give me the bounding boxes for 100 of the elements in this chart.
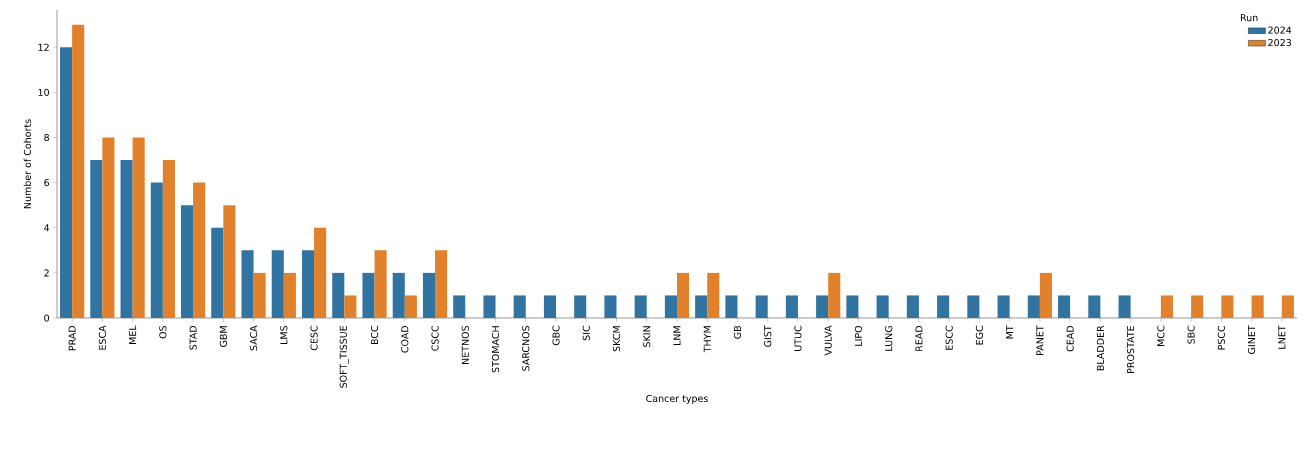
bar	[344, 295, 357, 318]
x-tick-label: SACA	[249, 325, 258, 351]
bar	[162, 160, 175, 318]
bar	[90, 160, 103, 318]
bar	[253, 272, 266, 318]
bar	[816, 295, 829, 318]
bar	[846, 295, 859, 318]
x-tick-label: LUNG	[885, 326, 893, 351]
y-tick-label: 0	[44, 314, 49, 322]
x-tick-label: VULVA	[824, 325, 832, 356]
x-tick-label: GIST	[764, 325, 772, 347]
x-tick-label: SARCNOS	[522, 325, 530, 371]
y-tick-label: 4	[44, 224, 50, 232]
bar	[1281, 295, 1294, 318]
x-tick-label: SIC	[582, 325, 590, 341]
bar	[1027, 295, 1040, 318]
x-tick-label: EGC	[975, 325, 983, 345]
x-tick-label: STOMACH	[491, 326, 500, 373]
bar	[453, 295, 466, 318]
bar	[362, 272, 375, 318]
bar	[132, 137, 145, 318]
x-tick-label: CESC	[310, 325, 318, 351]
bar	[332, 272, 345, 318]
x-tick-label: PANET	[1036, 325, 1044, 355]
bar	[404, 295, 417, 318]
x-tick-label: PSCC	[1217, 325, 1225, 350]
x-tick-label: SOFT_TISSUE	[339, 325, 349, 388]
x-tick-label: MEL	[129, 325, 137, 344]
bar	[676, 272, 690, 318]
bar	[271, 250, 284, 318]
bar	[543, 295, 557, 318]
bar	[301, 250, 315, 318]
bar	[1160, 295, 1173, 318]
bar	[314, 227, 327, 318]
bar	[1191, 295, 1204, 318]
legend-title: Run	[1240, 14, 1258, 22]
y-tick-label: 10	[38, 88, 49, 96]
x-tick-label: ESCA	[98, 325, 106, 350]
bar	[392, 272, 405, 318]
bar	[937, 295, 950, 318]
bar	[574, 295, 587, 318]
bar	[120, 160, 133, 318]
x-tick-label: SBC	[1187, 325, 1195, 344]
bar	[223, 205, 236, 318]
x-tick-label: PRAD	[68, 325, 76, 351]
x-tick-label: NETNOS	[461, 325, 469, 364]
x-tick-label: CEAD	[1066, 325, 1074, 352]
bar	[181, 205, 194, 318]
bar	[483, 295, 496, 318]
x-tick-label: SKIN	[643, 326, 651, 347]
bar	[193, 182, 206, 318]
bar	[72, 24, 85, 318]
bar	[997, 295, 1010, 318]
bar	[241, 250, 254, 318]
y-tick-label: 6	[44, 179, 50, 187]
bar	[102, 137, 115, 318]
x-tick-label: LMS	[280, 325, 288, 344]
x-tick-label: LNET	[1278, 325, 1286, 349]
bar	[1039, 272, 1052, 318]
x-tick-label: LNM	[673, 326, 681, 346]
bar	[283, 272, 296, 318]
x-tick-label: GINET	[1248, 325, 1256, 354]
bar	[876, 295, 889, 318]
x-tick-label: MCC	[1157, 325, 1165, 346]
x-tick-label: BCC	[370, 325, 379, 345]
bar	[634, 295, 647, 318]
x-tick-label: LIPO	[854, 325, 863, 346]
y-axis-title: Number of Cohorts	[23, 119, 32, 209]
x-axis-title: Cancer types	[646, 394, 708, 404]
bar	[725, 295, 738, 318]
legend-label: 2023	[1268, 38, 1292, 47]
bar	[1251, 295, 1264, 318]
x-tick-label: READ	[915, 325, 923, 351]
bar	[755, 295, 768, 318]
bar	[1088, 295, 1101, 318]
x-tick-label: SKCM	[612, 326, 621, 352]
bar	[604, 295, 617, 318]
x-tick-label: ESCC	[945, 325, 953, 350]
bar	[374, 250, 387, 318]
bar	[695, 295, 708, 318]
x-tick-label: CSCC	[431, 325, 439, 351]
bar	[513, 295, 526, 318]
bar	[422, 272, 436, 318]
bar	[211, 227, 224, 318]
bar	[435, 250, 448, 318]
bar	[828, 272, 841, 318]
bar	[1058, 295, 1071, 318]
x-tick-label: THYM	[703, 326, 711, 353]
legend-label: 2024	[1268, 26, 1292, 34]
bar	[906, 295, 919, 318]
bar	[1118, 295, 1131, 318]
y-tick-label: 2	[44, 269, 49, 277]
x-tick-label: BLADDER	[1096, 325, 1104, 371]
x-tick-label: GBC	[552, 325, 560, 346]
x-tick-label: PROSTATE	[1127, 325, 1135, 373]
y-tick-label: 8	[44, 133, 49, 142]
bar	[664, 295, 677, 318]
x-tick-label: STAD	[189, 325, 197, 350]
x-tick-label: GB	[733, 326, 742, 339]
bar	[150, 182, 163, 318]
